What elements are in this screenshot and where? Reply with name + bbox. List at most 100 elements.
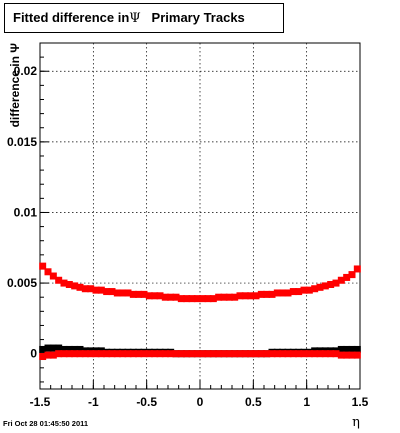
data-point-series-1: [49, 344, 57, 352]
data-point-series-2: [135, 350, 143, 358]
x-tick-label: 0: [197, 395, 204, 409]
chart-title: Fitted difference inΨ Primary Tracks: [4, 3, 284, 33]
data-point-series-3: [87, 285, 95, 293]
data-point-series-3: [119, 289, 127, 297]
data-point-series-2: [332, 350, 340, 358]
data-point-series-2: [44, 351, 52, 359]
data-point-series-2: [81, 350, 89, 358]
data-point-series-1: [65, 345, 73, 353]
y-axis-label: difference in Ψ: [8, 43, 22, 128]
data-point-series-2: [305, 350, 313, 358]
data-point-series-2: [161, 350, 169, 358]
data-point-series-3: [225, 293, 233, 301]
y-tick-label: 0.01: [14, 205, 38, 219]
data-point-series-3: [167, 293, 175, 301]
y-tick-label: 0.005: [7, 276, 37, 290]
x-tick-label: 1.5: [352, 395, 369, 409]
data-point-series-3: [348, 271, 356, 279]
data-point-series-3: [124, 289, 132, 297]
data-point-series-3: [311, 285, 319, 293]
title-prefix: Fitted difference in: [13, 10, 130, 25]
data-point-series-3: [199, 295, 207, 303]
data-point-series-2: [311, 350, 319, 358]
data-point-series-2: [49, 351, 57, 359]
data-point-series-3: [209, 295, 217, 303]
data-point-series-3: [193, 295, 201, 303]
data-point-series-3: [92, 286, 100, 294]
data-point-series-2: [188, 350, 196, 358]
data-point-series-3: [172, 293, 180, 301]
data-point-series-2: [97, 350, 105, 358]
data-point-series-3: [236, 292, 244, 300]
data-point-series-1: [39, 345, 47, 353]
data-point-series-2: [129, 350, 137, 358]
data-point-series-3: [60, 279, 68, 287]
data-point-series-2: [225, 350, 233, 358]
data-point-series-1: [71, 345, 79, 353]
data-point-series-3: [188, 295, 196, 303]
grid-lines: [39, 43, 361, 389]
data-point-series-3: [44, 268, 52, 276]
data-point-series-2: [353, 351, 361, 359]
data-point-series-2: [124, 350, 132, 358]
data-point-series-2: [316, 350, 324, 358]
data-point-series-2: [343, 351, 351, 359]
axis-ticks: [39, 42, 361, 389]
data-point-series-3: [289, 288, 297, 296]
y-tick-label: 0: [30, 347, 37, 361]
data-point-series-2: [273, 350, 281, 358]
y-tick-label: 0.02: [14, 64, 38, 78]
data-point-series-2: [327, 350, 335, 358]
tick-labels: -1.5 -1 -0.5 0 0.5 1 1.5 0 0.005 0.01 0.015 0.02: [7, 64, 369, 409]
data-point-series-1: [353, 345, 361, 353]
data-point-series-2: [108, 350, 116, 358]
data-point-series-3: [273, 289, 281, 297]
data-point-series-3: [327, 280, 335, 288]
data-point-series-1: [55, 344, 63, 352]
data-point-series-3: [113, 289, 121, 297]
data-point-series-2: [289, 350, 297, 358]
data-point-series-2: [55, 350, 63, 358]
data-point-series-2: [252, 350, 260, 358]
data-point-series-3: [279, 289, 287, 297]
data-point-series-3: [97, 286, 105, 294]
data-point-series-3: [156, 292, 164, 300]
data-point-series-3: [252, 292, 260, 300]
data-point-series-2: [65, 350, 73, 358]
data-point-series-3: [321, 282, 329, 290]
data-point-series-3: [140, 290, 148, 298]
data-point-series-2: [279, 350, 287, 358]
data-point-series-2: [199, 350, 207, 358]
data-point-series-3: [316, 283, 324, 291]
data-point-series-2: [220, 350, 228, 358]
x-axis-label: η: [352, 415, 360, 430]
data-point-series-3: [247, 292, 255, 300]
data-point-series-2: [87, 350, 95, 358]
data-point-series-2: [241, 350, 249, 358]
data-point-series-3: [39, 262, 47, 270]
data-point-series-2: [113, 350, 121, 358]
data-point-series-3: [151, 292, 159, 300]
data-point-series-2: [263, 350, 271, 358]
title-symbol: Ψ: [129, 11, 141, 26]
data-point-series-3: [332, 279, 340, 287]
data-point-series-3: [268, 290, 276, 298]
data-point-series-3: [241, 292, 249, 300]
x-tick-label: -1: [88, 395, 99, 409]
data-point-series-2: [60, 350, 68, 358]
x-tick-label: -0.5: [136, 395, 157, 409]
data-point-series-3: [135, 290, 143, 298]
data-point-series-2: [103, 350, 111, 358]
data-point-series-1: [76, 345, 84, 353]
data-point-series-3: [103, 288, 111, 296]
data-point-series-2: [145, 350, 153, 358]
data-point-series-3: [183, 295, 191, 303]
x-tick-label: 1: [303, 395, 310, 409]
data-point-series-3: [300, 286, 308, 294]
data-point-series-3: [220, 293, 228, 301]
data-point-series-1: [348, 345, 356, 353]
data-point-series-3: [108, 288, 116, 296]
data-point-series-1: [337, 345, 345, 353]
data-point-series-2: [284, 350, 292, 358]
